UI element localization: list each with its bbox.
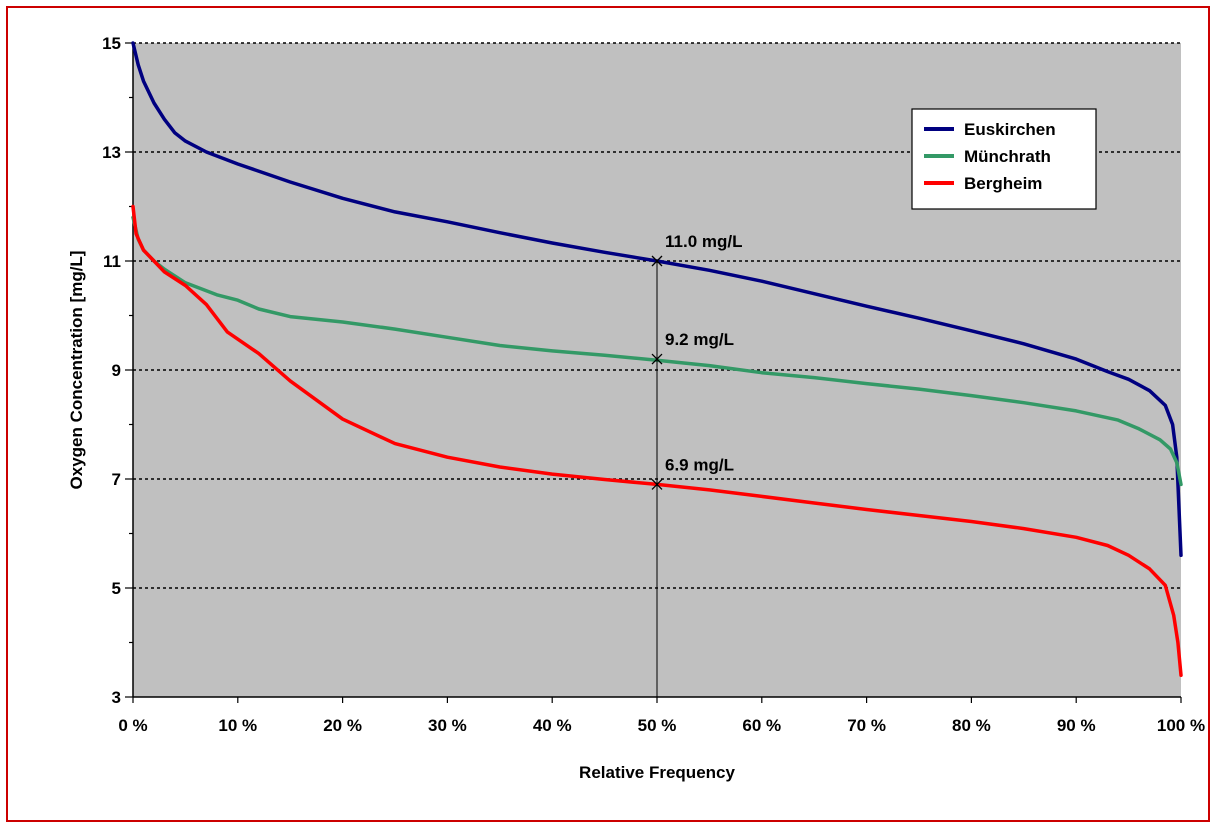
annotations: 11.0 mg/L 9.2 mg/L 6.9 mg/L (651, 231, 769, 697)
x-tick-label: 20 % (323, 716, 362, 735)
annotation-bg (663, 454, 769, 477)
legend-label: Münchrath (964, 147, 1051, 166)
x-tick-label: 90 % (1057, 716, 1096, 735)
x-tick-label: 50 % (638, 716, 677, 735)
x-tick-label: 0 % (118, 716, 147, 735)
y-tick-label: 15 (102, 34, 121, 53)
annotation-label: 6.9 mg/L (665, 455, 734, 474)
legend-label: Euskirchen (964, 120, 1056, 139)
x-tick-label: 10 % (218, 716, 257, 735)
series-lines (131, 41, 1183, 677)
y-axis-title: Oxygen Concentration [mg/L] (67, 251, 86, 490)
y-tick-label: 7 (112, 470, 121, 489)
annotation-label: 11.0 mg/L (665, 232, 742, 251)
y-tick-label: 5 (112, 579, 121, 598)
legend-label: Bergheim (964, 174, 1042, 193)
x-tick-label: 40 % (533, 716, 572, 735)
annotation-bg (663, 329, 769, 352)
annotation-marker (651, 255, 663, 267)
series-line-bergheim (131, 204, 1183, 677)
legend: Euskirchen Münchrath Bergheim (911, 108, 1097, 210)
annotation-label: 9.2 mg/L (665, 330, 734, 349)
x-tick-label: 80 % (952, 716, 991, 735)
annotation-bg (663, 231, 769, 253)
x-tick-label: 70 % (847, 716, 886, 735)
annotation-marker (651, 353, 663, 365)
x-tick-label: 60 % (742, 716, 781, 735)
y-tick-label: 11 (103, 252, 121, 271)
y-tick-label: 3 (112, 688, 121, 707)
y-tick-label: 9 (112, 361, 121, 380)
series-line-münchrath (131, 215, 1183, 487)
x-tick-label: 100 % (1157, 716, 1205, 735)
y-tick-label: 13 (102, 143, 121, 162)
x-axis-title: Relative Frequency (579, 763, 735, 782)
legend-box (911, 108, 1097, 210)
annotation-marker (651, 478, 663, 490)
x-tick-label: 30 % (428, 716, 467, 735)
series-line-euskirchen (131, 41, 1183, 558)
